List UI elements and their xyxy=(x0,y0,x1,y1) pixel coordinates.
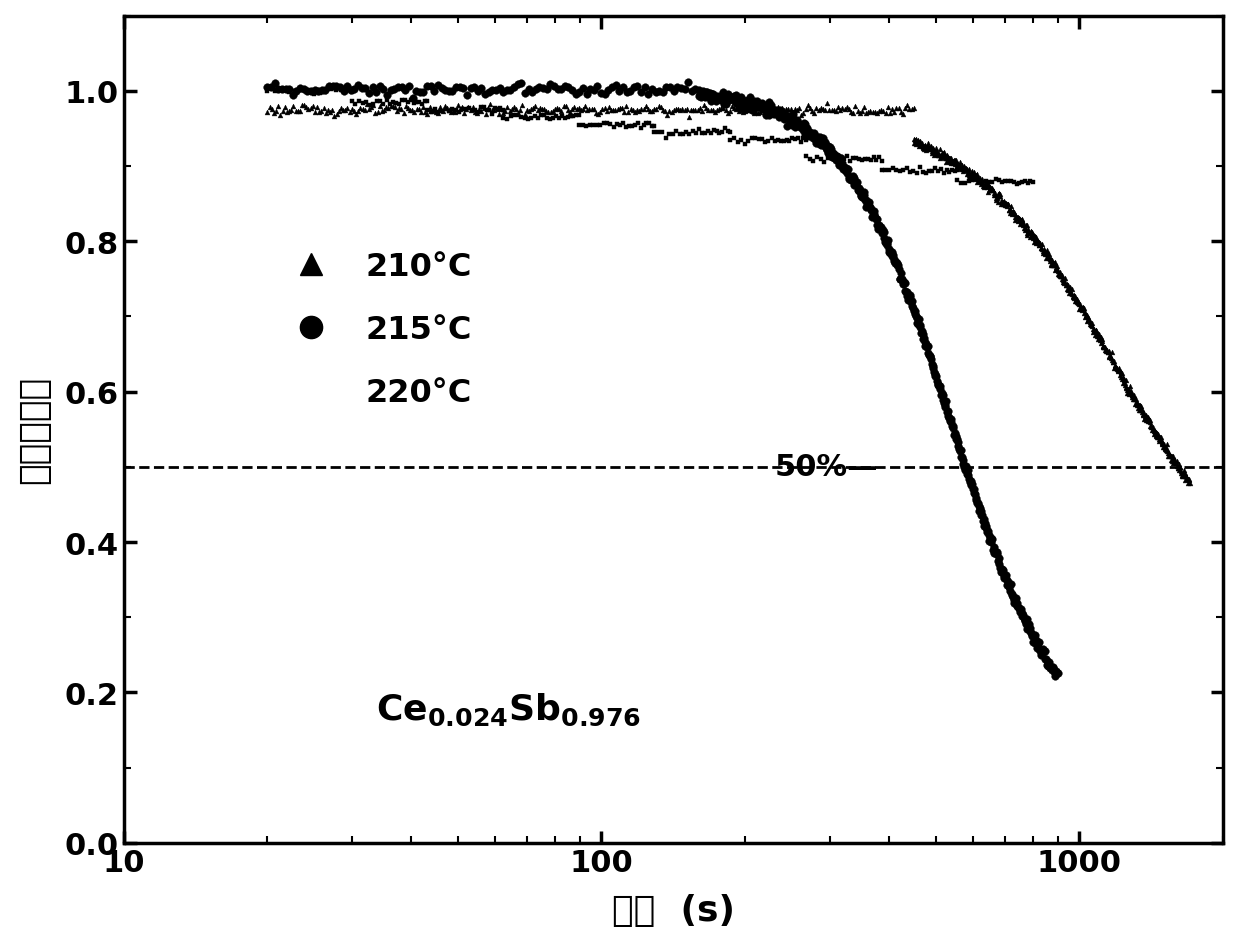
Y-axis label: 归一化电阵: 归一化电阵 xyxy=(16,376,51,483)
X-axis label: 时间  (s): 时间 (s) xyxy=(611,893,735,927)
Text: 50%—: 50%— xyxy=(775,453,879,481)
Legend: 210°C, 215°C, 220°C: 210°C, 215°C, 220°C xyxy=(283,239,485,421)
Text: $\mathbf{Ce_{0.024}Sb_{0.976}}$: $\mathbf{Ce_{0.024}Sb_{0.976}}$ xyxy=(377,691,642,727)
